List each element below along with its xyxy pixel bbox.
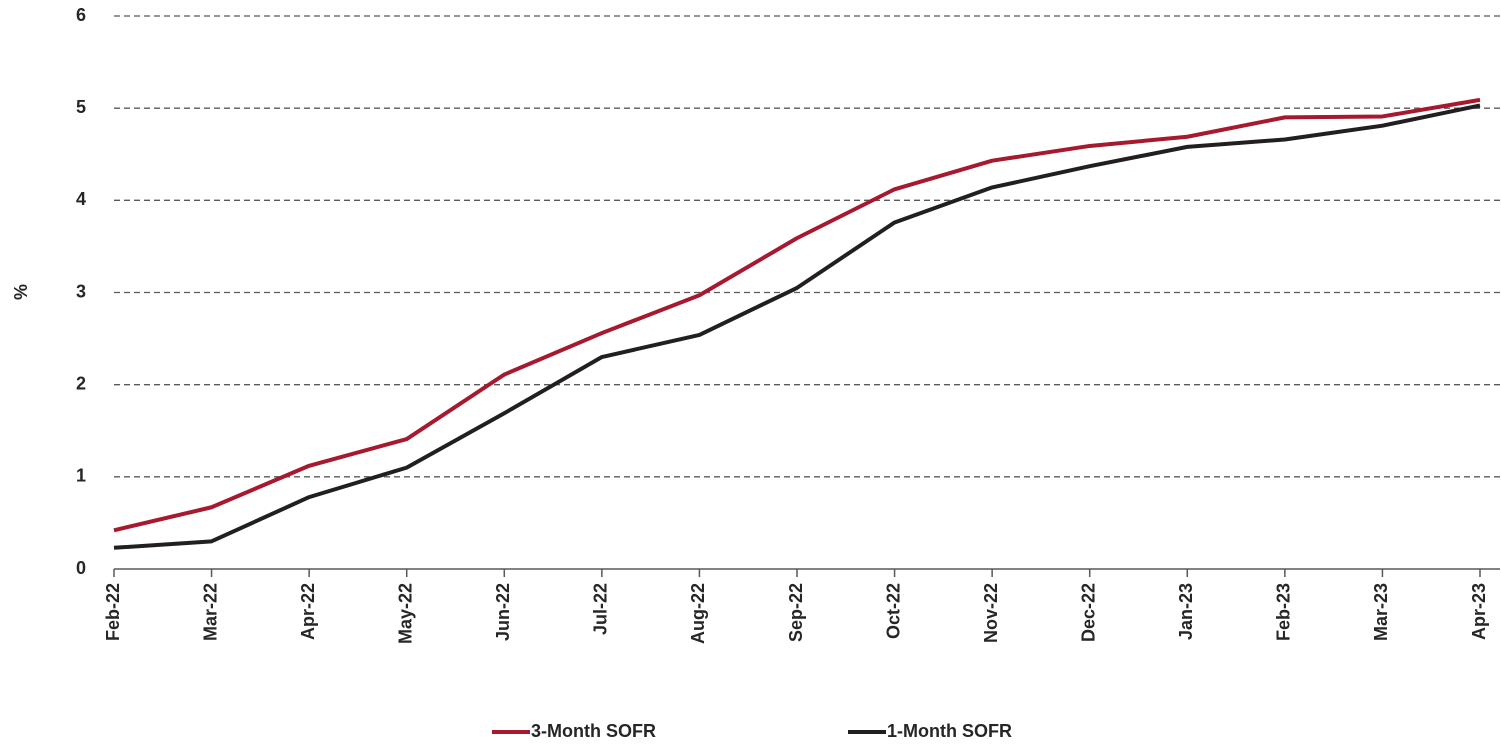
x-tick-label: Aug-22 (688, 583, 708, 644)
x-tick-label: Jan-23 (1176, 583, 1196, 640)
x-tick-label: Mar-22 (200, 583, 220, 641)
x-tick-label: Feb-22 (103, 583, 123, 641)
y-tick-label: 4 (76, 189, 86, 209)
y-tick-label: 0 (76, 558, 86, 578)
x-tick-label: Apr-23 (1469, 583, 1489, 640)
y-tick-label: 3 (76, 281, 86, 301)
y-tick-label: 6 (76, 5, 86, 25)
series-line (113, 103, 1481, 550)
legend-label: 1-Month SOFR (887, 721, 1012, 741)
x-tick-label: Mar-23 (1371, 583, 1391, 641)
series-line (113, 97, 1481, 533)
legend-label: 3-Month SOFR (531, 721, 656, 741)
x-tick-label: Sep-22 (786, 583, 806, 642)
y-tick-label: 2 (76, 373, 86, 393)
x-tick-label: Jun-22 (493, 583, 513, 641)
x-tick-label: Oct-22 (883, 583, 903, 639)
x-tick-label: Jul-22 (591, 583, 611, 635)
x-tick-label: Feb-23 (1274, 583, 1294, 641)
x-tick-label: Apr-22 (298, 583, 318, 640)
y-tick-label: 1 (76, 466, 86, 486)
y-axis-label: % (11, 284, 31, 300)
x-tick-label: Nov-22 (981, 583, 1001, 643)
x-tick-label: Dec-22 (1078, 583, 1098, 642)
x-tick-label: May-22 (395, 583, 415, 644)
y-tick-label: 5 (76, 97, 86, 117)
